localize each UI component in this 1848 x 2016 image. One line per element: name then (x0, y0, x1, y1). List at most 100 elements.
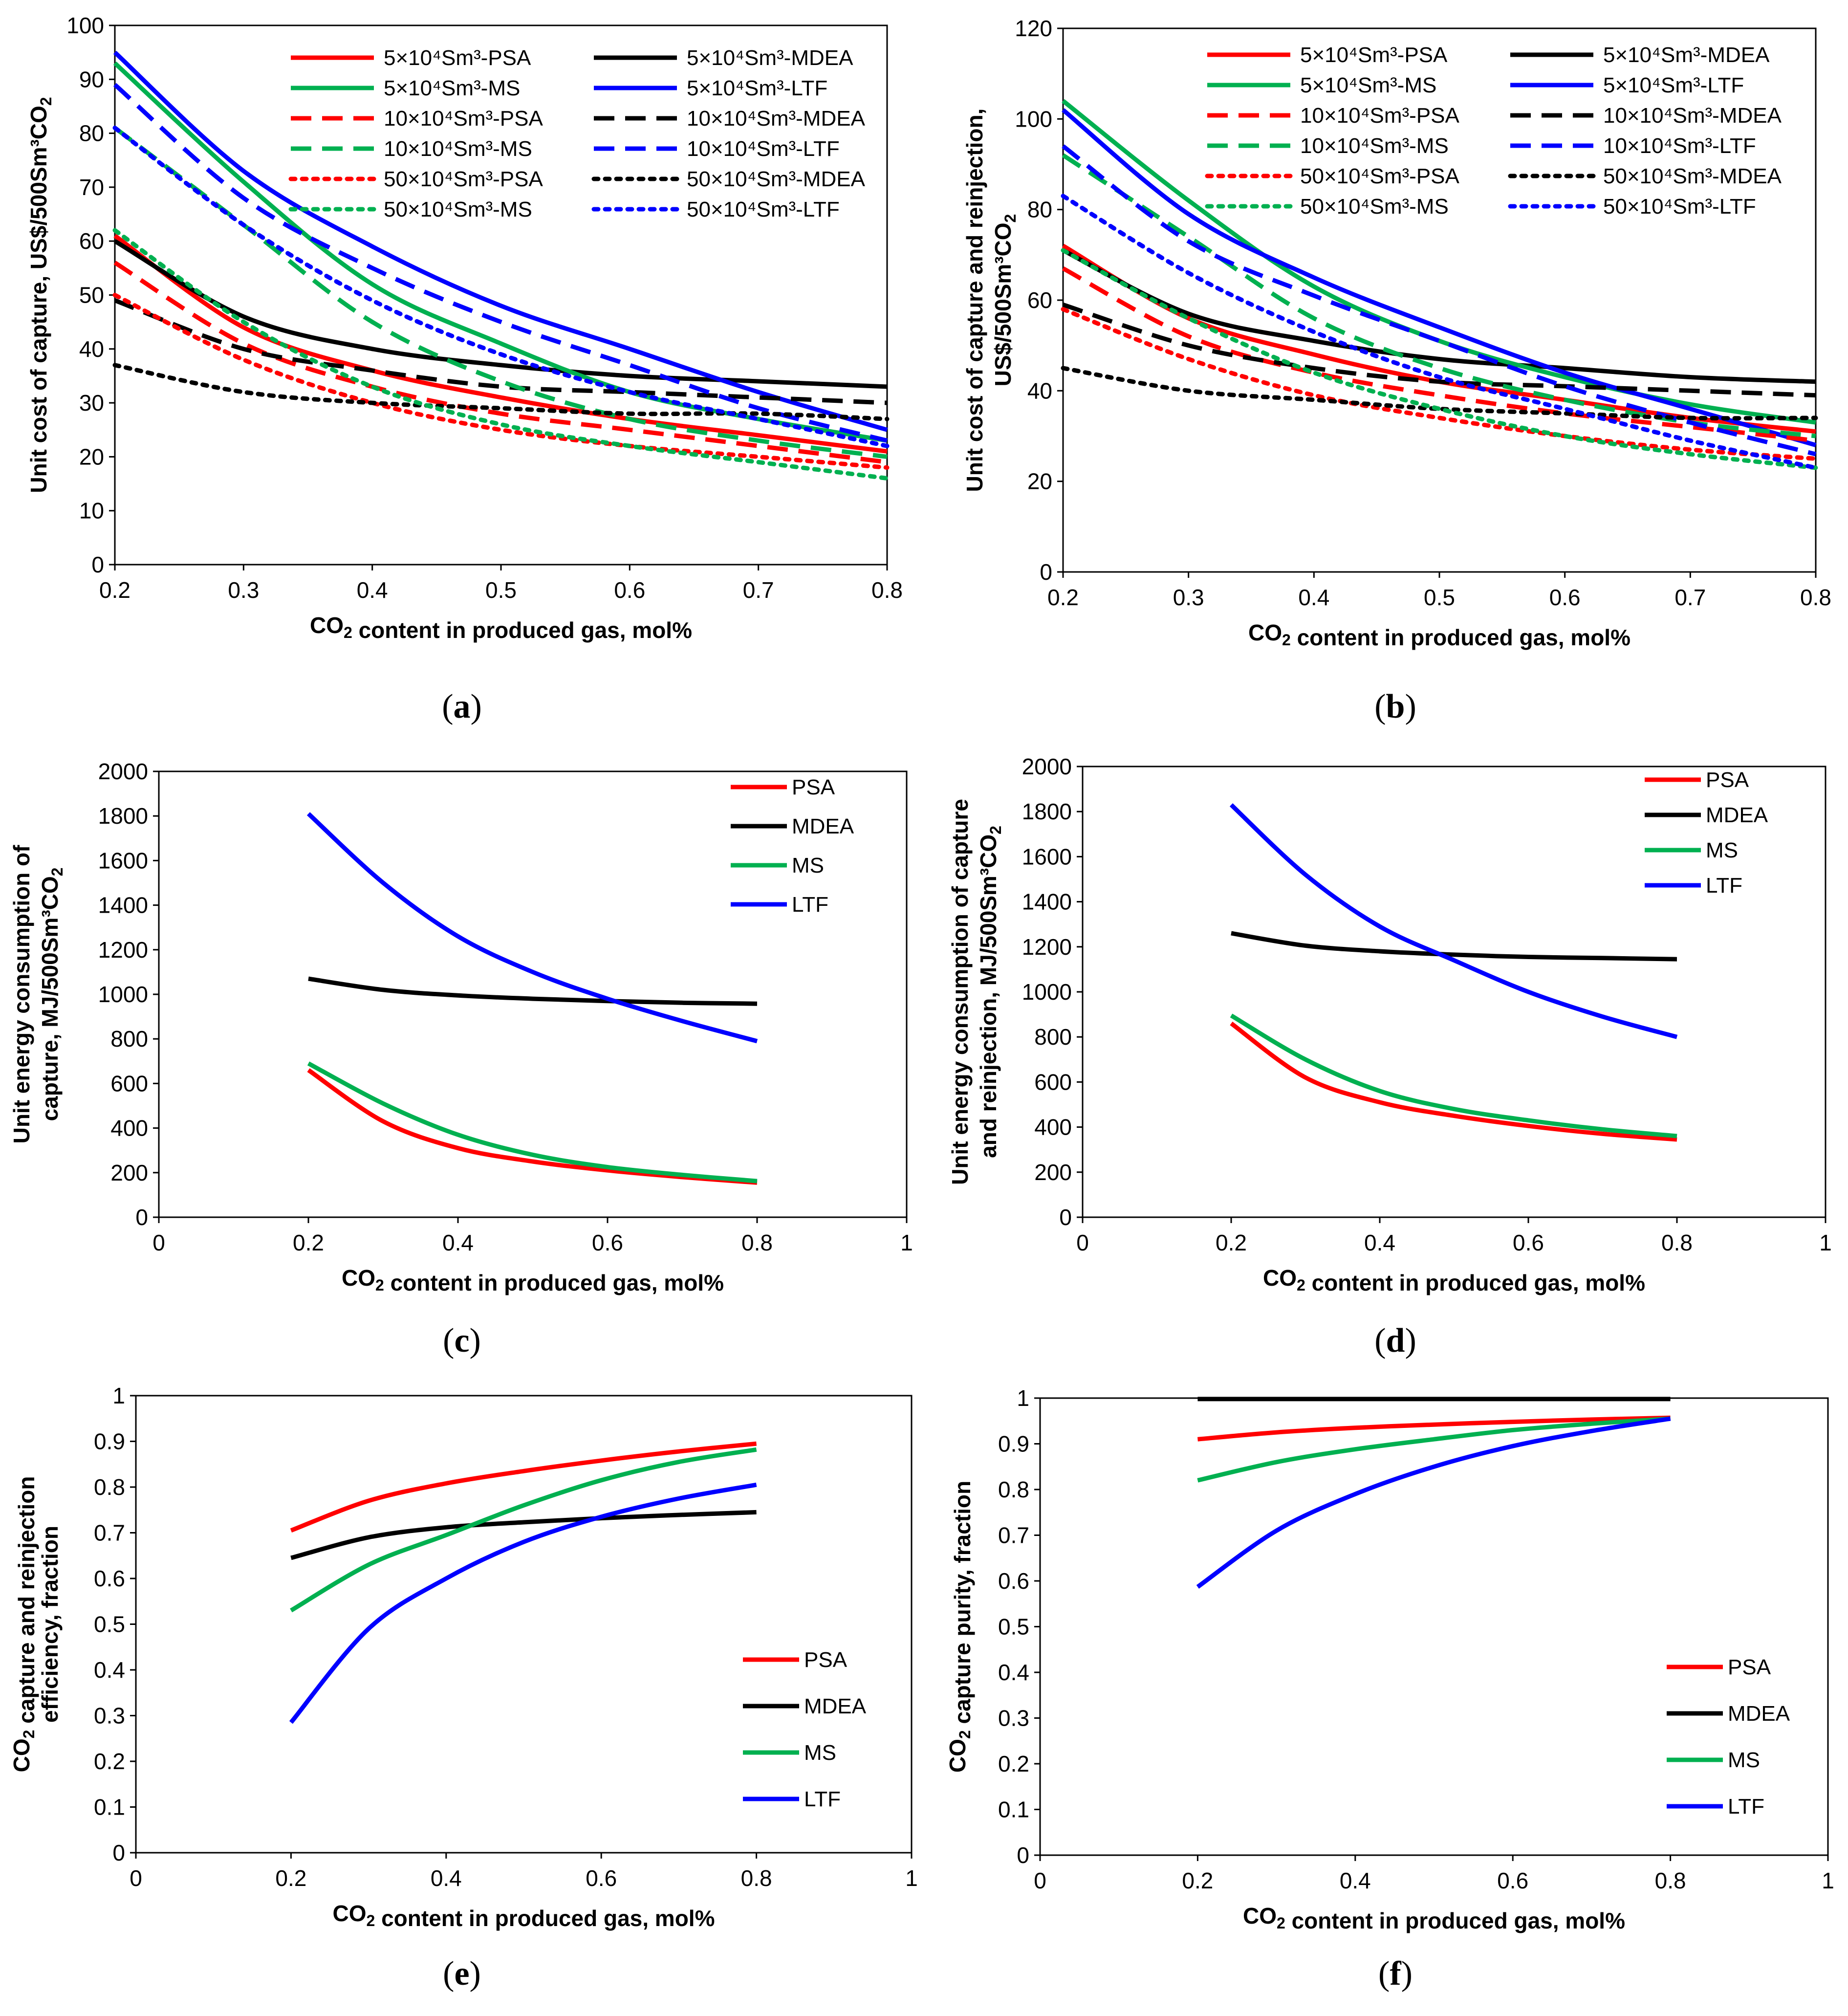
x-tick-label: 0.4 (1340, 1868, 1371, 1893)
chart-panel-f: 0 0.2 0.4 0.6 0.8 1 0 0.1 0.2 0.3 0.4 0.5 0.6 0.7 0.8 0… (945, 1385, 1834, 1993)
series-line-10×10⁴Sm³-MDEA (114, 298, 888, 405)
y-tick-label: 1 (112, 1383, 125, 1408)
y-tick-label: 200 (110, 1160, 148, 1185)
y-tick-label: 0.7 (94, 1520, 125, 1546)
y-tick-label: 40 (1027, 378, 1052, 403)
series-line-5×10⁴Sm³-MDEA (1062, 248, 1816, 384)
y-tick-label: 0.3 (998, 1706, 1029, 1731)
series-line-50×10⁴Sm³-MS (1061, 248, 1818, 470)
series-line-5×10⁴Sm³-MDEA (113, 239, 888, 389)
y-tick-label: 0.4 (998, 1660, 1029, 1685)
y-axis-label-line: Unit cost of capture, US$/500Sm³CO2 (26, 97, 55, 493)
chart-panel-b: 0.2 0.3 0.4 0.5 0.6 0.7 0.8 0 20 40 60 80 100 120 CO2 … (962, 16, 1831, 725)
legend: PSA MDEA MS LTF (743, 1648, 867, 1811)
legend-label: LTF (804, 1787, 841, 1811)
x-axis-label: CO2 content in produced gas, mol% (310, 613, 692, 643)
x-tick-label: 0.4 (357, 577, 388, 603)
series-line-PSA (1197, 1415, 1671, 1442)
series-line-10×10⁴Sm³-PSA (1062, 266, 1816, 443)
legend-label: MS (1706, 838, 1738, 862)
legend-label: PSA (792, 775, 835, 799)
x-tick-label: 0.6 (1549, 585, 1581, 610)
y-tick-label: 40 (79, 336, 104, 362)
y-tick-label: 0 (1017, 1842, 1029, 1868)
legend-label: MDEA (1706, 803, 1768, 827)
legend-label: MDEA (1728, 1702, 1790, 1726)
legend: 5×10⁴Sm³-PSA 5×10⁴Sm³-MDEA 5×10⁴Sm³-MS 5×10… (1205, 43, 1782, 219)
y-tick-label: 80 (1027, 197, 1052, 222)
y-tick-label: 0.9 (94, 1429, 125, 1454)
legend-label: 5×10⁴Sm³-LTF (687, 76, 827, 100)
legend-label: 50×10⁴Sm³-LTF (1603, 195, 1756, 219)
legend-label: 10×10⁴Sm³-LTF (1603, 134, 1756, 158)
y-tick-label: 1600 (98, 848, 148, 873)
panel-caption: (f) (1378, 1955, 1413, 1993)
x-tick-label: 1 (900, 1230, 913, 1255)
series-line-MS (1230, 1013, 1677, 1139)
y-tick-label: 0.4 (94, 1657, 125, 1683)
series-line-50×10⁴Sm³-MDEA (1061, 366, 1818, 421)
y-tick-label: 600 (1034, 1069, 1072, 1095)
y-tick-label: 0.9 (998, 1431, 1029, 1457)
legend-label: 50×10⁴Sm³-PSA (384, 167, 543, 191)
series-line-50×10⁴Sm³-LTF (1061, 194, 1818, 470)
x-tick-label: 0 (152, 1230, 165, 1255)
y-axis-label-line: US$/500Sm³CO2 (990, 214, 1019, 387)
series-line-LTF (1229, 803, 1678, 1039)
x-tick-label: 0.3 (228, 577, 259, 603)
y-tick-label: 60 (1027, 287, 1052, 313)
y-tick-label: 20 (1027, 469, 1052, 494)
panel-caption: (e) (443, 1955, 481, 1993)
x-tick-label: 0.2 (99, 577, 130, 603)
legend-label: 10×10⁴Sm³-MS (1300, 134, 1449, 158)
y-tick-label: 0.5 (94, 1612, 125, 1637)
legend-label: 5×10⁴Sm³-PSA (384, 46, 531, 70)
y-tick-label: 1200 (98, 937, 148, 963)
y-tick-label: 1 (1017, 1385, 1029, 1411)
x-tick-label: 0.8 (1655, 1868, 1686, 1893)
x-axis-label: CO2 content in produced gas, mol% (333, 1901, 715, 1931)
legend-label: 10×10⁴Sm³-PSA (384, 107, 543, 131)
x-tick-label: 0.6 (1497, 1868, 1528, 1893)
legend-label: LTF (1706, 874, 1742, 898)
legend-label: 10×10⁴Sm³-MDEA (1603, 104, 1782, 128)
y-tick-label: 400 (1034, 1115, 1072, 1140)
x-tick-label: 0.7 (743, 577, 774, 603)
y-tick-label: 100 (66, 13, 104, 38)
x-tick-label: 0 (130, 1865, 142, 1891)
series-line-LTF (306, 812, 758, 1044)
x-tick-label: 0.2 (1216, 1230, 1247, 1255)
panel-caption: (b) (1374, 688, 1416, 725)
y-axis-label-line: Unit cost of capture and reinjection, (962, 109, 987, 492)
y-axis-label: CO2 capture purity, fraction (945, 1481, 975, 1773)
series-line-LTF (1196, 1416, 1671, 1589)
x-axis-label: CO2 content in produced gas, mol% (1263, 1265, 1645, 1295)
y-axis-label-line: efficiency, fraction (37, 1526, 63, 1723)
y-tick-label: 600 (110, 1071, 148, 1096)
legend-label: 50×10⁴Sm³-MS (384, 197, 532, 221)
y-tick-label: 1800 (1022, 799, 1072, 824)
y-tick-label: 0.6 (998, 1568, 1029, 1594)
panel-caption: (c) (443, 1322, 481, 1359)
legend: PSA MDEA MS LTF (1645, 768, 1768, 898)
series-line-50×10⁴Sm³-MS (112, 228, 890, 481)
series-line-5×10⁴Sm³-LTF (1062, 108, 1817, 447)
series-line-MDEA (290, 1510, 757, 1560)
x-tick-label: 0.6 (592, 1230, 623, 1255)
x-tick-label: 0.4 (1364, 1230, 1395, 1255)
chart-panel-e: 0 0.2 0.4 0.6 0.8 1 0 0.1 0.2 0.3 0.4 0.5 0.6 0.7 0.8 0… (9, 1383, 918, 1993)
legend: 5×10⁴Sm³-PSA 5×10⁴Sm³-MDEA 5×10⁴Sm³-MS 5×10… (288, 46, 866, 221)
x-tick-label: 0.8 (741, 1230, 773, 1255)
x-tick-label: 0.2 (293, 1230, 324, 1255)
legend-label: 5×10⁴Sm³-LTF (1603, 73, 1744, 97)
y-tick-label: 400 (110, 1116, 148, 1141)
y-tick-label: 100 (1015, 106, 1052, 131)
legend-label: PSA (1728, 1655, 1771, 1679)
x-tick-label: 0.3 (1173, 585, 1204, 610)
series-line-MS (307, 1061, 758, 1183)
y-axis-label: Unit energy consumption of capture, MJ/50… (9, 845, 66, 1143)
series-line-10×10⁴Sm³-PSA (113, 261, 888, 464)
y-tick-label: 120 (1015, 16, 1052, 41)
y-tick-label: 1400 (1022, 889, 1072, 915)
y-tick-label: 0.8 (998, 1477, 1029, 1502)
